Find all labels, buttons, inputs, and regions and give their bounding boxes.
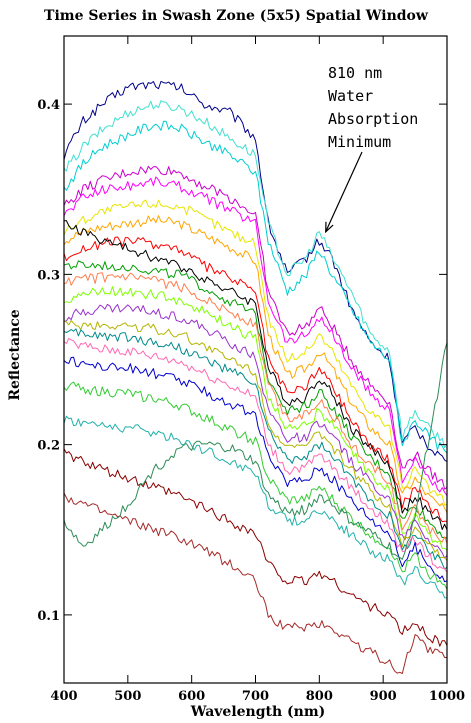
y-tick-label: 0.2: [37, 439, 60, 454]
annotation: 810 nm Water Absorption Minimum: [325, 64, 418, 234]
x-tick-label: 400: [50, 689, 77, 704]
y-axis-label: Reflectance: [7, 309, 23, 400]
x-tick-label: 700: [242, 689, 269, 704]
x-tick-label: 500: [114, 689, 141, 704]
series-line-7: [64, 215, 447, 513]
ticks-layer: 400 500 600 700 800 900 1000 0.1 0.2 0.3 0.4: [37, 36, 465, 704]
annotation-line-2: Water: [328, 87, 373, 105]
x-tick-label: 900: [370, 689, 397, 704]
x-axis-label: Wavelength (nm): [190, 704, 326, 720]
series-line-5: [64, 176, 447, 496]
series-line-19: [64, 415, 447, 599]
series-line-11: [64, 272, 447, 544]
annotation-line-1: 810 nm: [328, 64, 382, 82]
series-line-13: [64, 303, 447, 559]
series-line-10: [64, 260, 447, 539]
x-tick-label: 1000: [429, 689, 465, 704]
chart-title: Time Series in Swash Zone (5x5) Spatial …: [44, 8, 429, 24]
series-line-2: [64, 100, 447, 449]
annotation-arrow-head: [325, 221, 334, 234]
annotation-arrow-shaft: [325, 151, 363, 233]
x-tick-label: 600: [178, 689, 205, 704]
series-line-17: [64, 356, 447, 583]
series-line-21: [64, 492, 447, 674]
x-tick-label: 800: [306, 689, 333, 704]
series-line-14: [64, 320, 447, 561]
series-line-22: [64, 342, 447, 560]
series-line-4: [64, 165, 447, 490]
annotation-line-3: Absorption: [328, 110, 418, 128]
annotation-line-4: Minimum: [328, 133, 391, 151]
plot-area: 400 500 600 700 800 900 1000 0.1 0.2 0.3 0.4: [37, 35, 465, 704]
series-line-20: [64, 448, 447, 647]
y-tick-label: 0.3: [37, 268, 60, 283]
series-line-15: [64, 328, 447, 570]
series-line-6: [64, 199, 447, 506]
series-line-16: [64, 337, 447, 573]
y-tick-label: 0.1: [37, 609, 60, 624]
series-line-8: [64, 236, 447, 523]
series-line-3: [64, 120, 447, 454]
series-line-9: [64, 220, 447, 530]
series-layer: [64, 80, 447, 674]
y-tick-label: 0.4: [37, 98, 60, 113]
series-line-12: [64, 286, 447, 551]
